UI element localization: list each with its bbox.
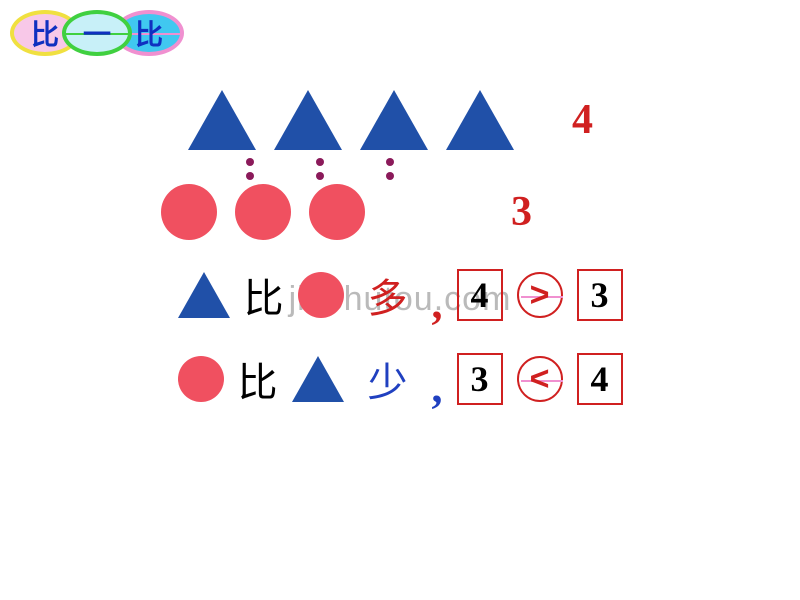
triangle-icon — [178, 272, 230, 318]
triangles-count: 4 — [572, 96, 612, 144]
sentence-1: 比 多 , 4 > 3 — [0, 266, 800, 324]
sentence-2: 比 少 , 3 < 4 — [0, 350, 800, 408]
circles-row: 3 — [0, 184, 800, 240]
badge-2: 一 — [62, 10, 132, 56]
circle-shape — [309, 184, 365, 240]
num-box-2b: 4 — [577, 353, 623, 405]
badge-2-text: 一 — [83, 13, 111, 53]
circle-icon — [298, 272, 344, 318]
comma-1: , — [432, 278, 443, 329]
badge-3-text: 比 — [135, 13, 163, 53]
num-box-2a: 3 — [457, 353, 503, 405]
op-1: > — [530, 276, 550, 315]
badge-1-text: 比 — [31, 13, 59, 53]
triangle-shape — [188, 90, 256, 150]
num-box-1b: 3 — [577, 269, 623, 321]
op-2: < — [530, 360, 550, 399]
title-badges: 比 一 比 — [10, 10, 184, 56]
op-circle-2: < — [517, 356, 563, 402]
circle-icon — [178, 356, 224, 402]
word-bi-1: 比 — [244, 266, 284, 324]
op-circle-1: > — [517, 272, 563, 318]
num-box-1a: 4 — [457, 269, 503, 321]
word-less: 少 — [368, 350, 408, 408]
triangle-shape — [360, 90, 428, 150]
comma-2: , — [432, 362, 443, 413]
correspondence-dots — [0, 158, 800, 180]
word-more: 多 — [368, 266, 408, 324]
triangle-shape — [446, 90, 514, 150]
triangles-row: 4 — [0, 90, 800, 150]
circles-count: 3 — [511, 188, 551, 236]
main-content: 4 3 比 多 , 4 > 3 比 少 , 3 — [0, 80, 800, 434]
circle-shape — [161, 184, 217, 240]
circle-shape — [235, 184, 291, 240]
triangle-shape — [274, 90, 342, 150]
triangle-icon — [292, 356, 344, 402]
word-bi-2: 比 — [238, 350, 278, 408]
